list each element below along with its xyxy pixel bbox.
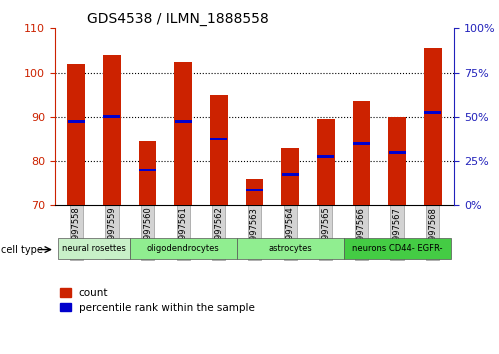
Bar: [103, 115, 120, 118]
Text: oligodendrocytes: oligodendrocytes: [147, 244, 220, 253]
Bar: [175, 120, 192, 122]
Bar: [352, 101, 370, 205]
Bar: [246, 179, 263, 205]
Bar: [139, 141, 157, 205]
Bar: [389, 151, 406, 154]
Bar: [353, 142, 370, 145]
Bar: [281, 148, 299, 205]
Text: GDS4538 / ILMN_1888558: GDS4538 / ILMN_1888558: [87, 12, 268, 26]
Legend: count, percentile rank within the sample: count, percentile rank within the sample: [60, 289, 254, 313]
FancyBboxPatch shape: [237, 238, 344, 259]
Bar: [103, 55, 121, 205]
Bar: [68, 120, 85, 122]
Bar: [210, 95, 228, 205]
FancyBboxPatch shape: [58, 238, 130, 259]
Bar: [174, 62, 192, 205]
Text: cell type: cell type: [1, 245, 43, 255]
Text: astrocytes: astrocytes: [268, 244, 312, 253]
FancyBboxPatch shape: [130, 238, 237, 259]
Bar: [424, 48, 442, 205]
Bar: [317, 155, 334, 158]
Text: neural rosettes: neural rosettes: [62, 244, 126, 253]
Bar: [388, 117, 406, 205]
Bar: [317, 119, 335, 205]
Bar: [139, 169, 156, 171]
FancyBboxPatch shape: [344, 238, 451, 259]
Bar: [424, 111, 441, 114]
Bar: [67, 64, 85, 205]
Bar: [211, 138, 228, 140]
Bar: [246, 188, 263, 191]
Bar: [281, 173, 298, 176]
Text: neurons CD44- EGFR-: neurons CD44- EGFR-: [352, 244, 442, 253]
